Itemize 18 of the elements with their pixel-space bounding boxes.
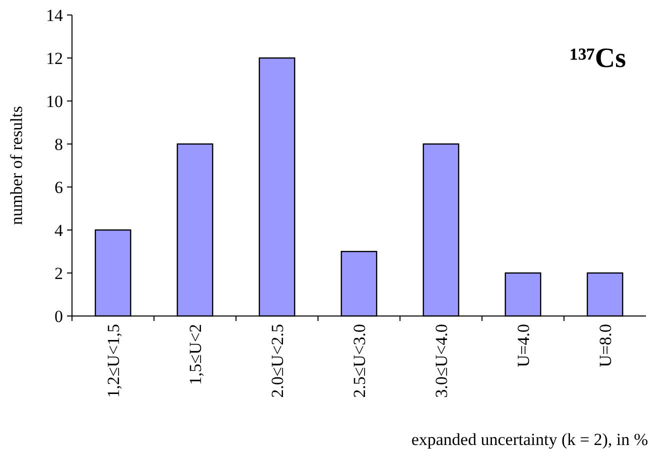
y-tick-label: 10 xyxy=(46,92,63,111)
x-tick-label: 3.0≤U<4.0 xyxy=(432,324,451,398)
x-tick-label: 1,2≤U<1,5 xyxy=(104,324,123,398)
text: ¹³⁷Cs xyxy=(570,43,626,74)
x-axis-title: expanded uncertainty (k = 2), in % xyxy=(411,430,648,449)
x-tick-label: U=8.0 xyxy=(596,324,615,368)
y-axis-title: number of results xyxy=(7,106,26,225)
x-tick-label: 2.5≤U<3.0 xyxy=(350,324,369,398)
y-tick-label: 12 xyxy=(46,48,63,68)
x-tick-label: 2.0≤U<2.5 xyxy=(268,324,287,398)
y-tick-label: 2 xyxy=(54,264,63,283)
y-tick-label: 4 xyxy=(54,220,64,240)
x-tick-label: U=4.0 xyxy=(514,324,533,368)
y-tick-label: 14 xyxy=(46,6,64,25)
y-tick-label: 0 xyxy=(54,306,63,326)
y-tick-label: 8 xyxy=(54,134,63,154)
x-tick-label: 1,5≤U<2 xyxy=(186,324,205,385)
y-tick-label: 6 xyxy=(54,178,63,197)
